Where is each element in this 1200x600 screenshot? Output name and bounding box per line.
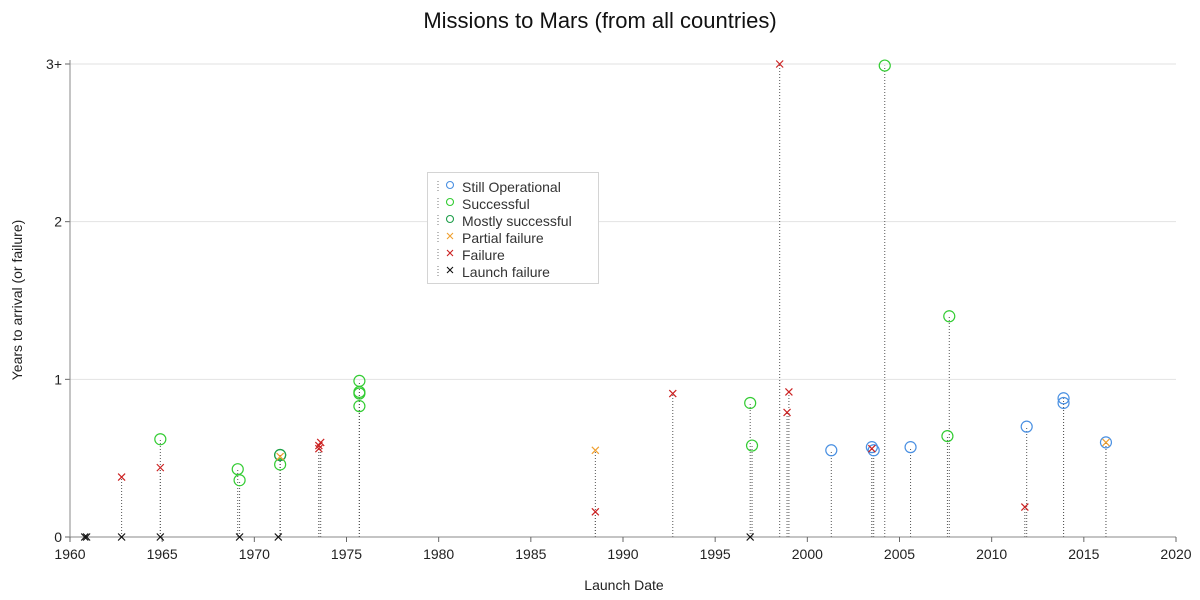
- data-point-circle: [943, 310, 956, 323]
- x-tick-label: 1975: [331, 546, 362, 562]
- y-axis-title: Years to arrival (or failure): [9, 220, 25, 381]
- legend-label: Failure: [462, 246, 505, 263]
- data-point-circle: [865, 441, 878, 454]
- data-point-circle: [274, 458, 287, 471]
- data-point-x: [867, 444, 876, 453]
- data-point-circle: [904, 441, 917, 454]
- data-point-x: [1020, 503, 1029, 511]
- data-point-circle: [1057, 392, 1070, 405]
- axes: 0 1 2 3+ 1960 1965 1970 1975 1980 1985 1990 1995 200…: [46, 56, 1192, 562]
- data-point-x: [235, 533, 244, 541]
- data-point-x: [746, 533, 755, 541]
- data-point-x: [783, 408, 791, 417]
- legend-item: Successful: [428, 195, 598, 212]
- data-point-x: [775, 60, 784, 68]
- x-tick-label: 2000: [792, 546, 823, 562]
- data-point-x: [117, 533, 126, 541]
- x-tick-label: 2005: [884, 546, 915, 562]
- chart-title: Missions to Mars (from all countries): [423, 8, 777, 33]
- data-point-circle: [878, 59, 891, 72]
- legend-item: Mostly successful: [428, 212, 598, 229]
- data-point-x: [314, 444, 323, 453]
- legend-label: Successful: [462, 195, 530, 212]
- x-tick-label: 1985: [515, 546, 546, 562]
- legend-item: Still Operational: [428, 178, 598, 195]
- data-point-x: [591, 446, 600, 455]
- data-point-x: [156, 533, 165, 541]
- data-point-circle: [154, 433, 167, 446]
- legend-item: Partial failure: [428, 229, 598, 246]
- x-tick-label: 2010: [976, 546, 1007, 562]
- x-tick-label: 1990: [607, 546, 638, 562]
- data-point-x: [316, 438, 325, 447]
- data-point-circle: [233, 474, 246, 487]
- x-tick-label: 1960: [54, 546, 85, 562]
- legend-marker-icon: [428, 263, 462, 280]
- data-point-circle: [825, 444, 838, 457]
- x-tick-label: 2020: [1160, 546, 1191, 562]
- data-point-x: [276, 452, 285, 461]
- data-point-circle: [274, 448, 287, 462]
- data-point-circle: [1099, 436, 1113, 449]
- x-tick-label: 2015: [1068, 546, 1099, 562]
- data-point-circle: [353, 374, 366, 388]
- y-tick-label: 0: [54, 529, 62, 545]
- x-axis-title: Launch Date: [584, 577, 664, 593]
- data-point-x: [80, 533, 89, 541]
- x-tick-label: 1965: [147, 546, 178, 562]
- data-point-x: [784, 388, 793, 396]
- legend-marker-icon: [428, 178, 462, 195]
- y-tick-label: 2: [54, 214, 62, 230]
- data-point-x: [117, 473, 126, 482]
- legend-item: Launch failure: [428, 263, 598, 280]
- y-tick-label: 3+: [46, 56, 62, 72]
- data-point-circle: [867, 444, 880, 457]
- data-point-x: [82, 533, 91, 541]
- y-tick-label: 1: [54, 371, 62, 387]
- data-points: [80, 59, 1113, 541]
- data-point-circle: [1057, 396, 1070, 410]
- data-point-circle: [1020, 420, 1033, 433]
- legend-marker-icon: [428, 229, 462, 246]
- data-point-circle: [941, 429, 954, 443]
- x-tick-label: 1995: [700, 546, 731, 562]
- data-point-x: [668, 389, 677, 398]
- legend-label: Partial failure: [462, 229, 544, 246]
- legend-marker-icon: [428, 246, 462, 263]
- stem-lines: [121, 64, 1107, 537]
- legend-marker-icon: [428, 195, 462, 212]
- data-point-circle: [745, 439, 759, 452]
- x-tick-label: 1970: [239, 546, 270, 562]
- data-point-x: [156, 463, 165, 472]
- legend-label: Mostly successful: [462, 212, 572, 229]
- data-point-circle: [744, 396, 757, 410]
- grid-lines: [70, 63, 1176, 380]
- data-point-x: [274, 533, 283, 541]
- x-tick-label: 1980: [423, 546, 454, 562]
- legend-marker-icon: [428, 212, 462, 229]
- legend-label: Launch failure: [462, 263, 550, 280]
- chart-legend: Still Operational Successful Mostly succes…: [427, 172, 599, 284]
- data-point-x: [1102, 438, 1110, 447]
- legend-item: Failure: [428, 246, 598, 263]
- data-point-circle: [353, 400, 366, 413]
- legend-label: Still Operational: [462, 178, 561, 195]
- data-point-x: [591, 507, 600, 516]
